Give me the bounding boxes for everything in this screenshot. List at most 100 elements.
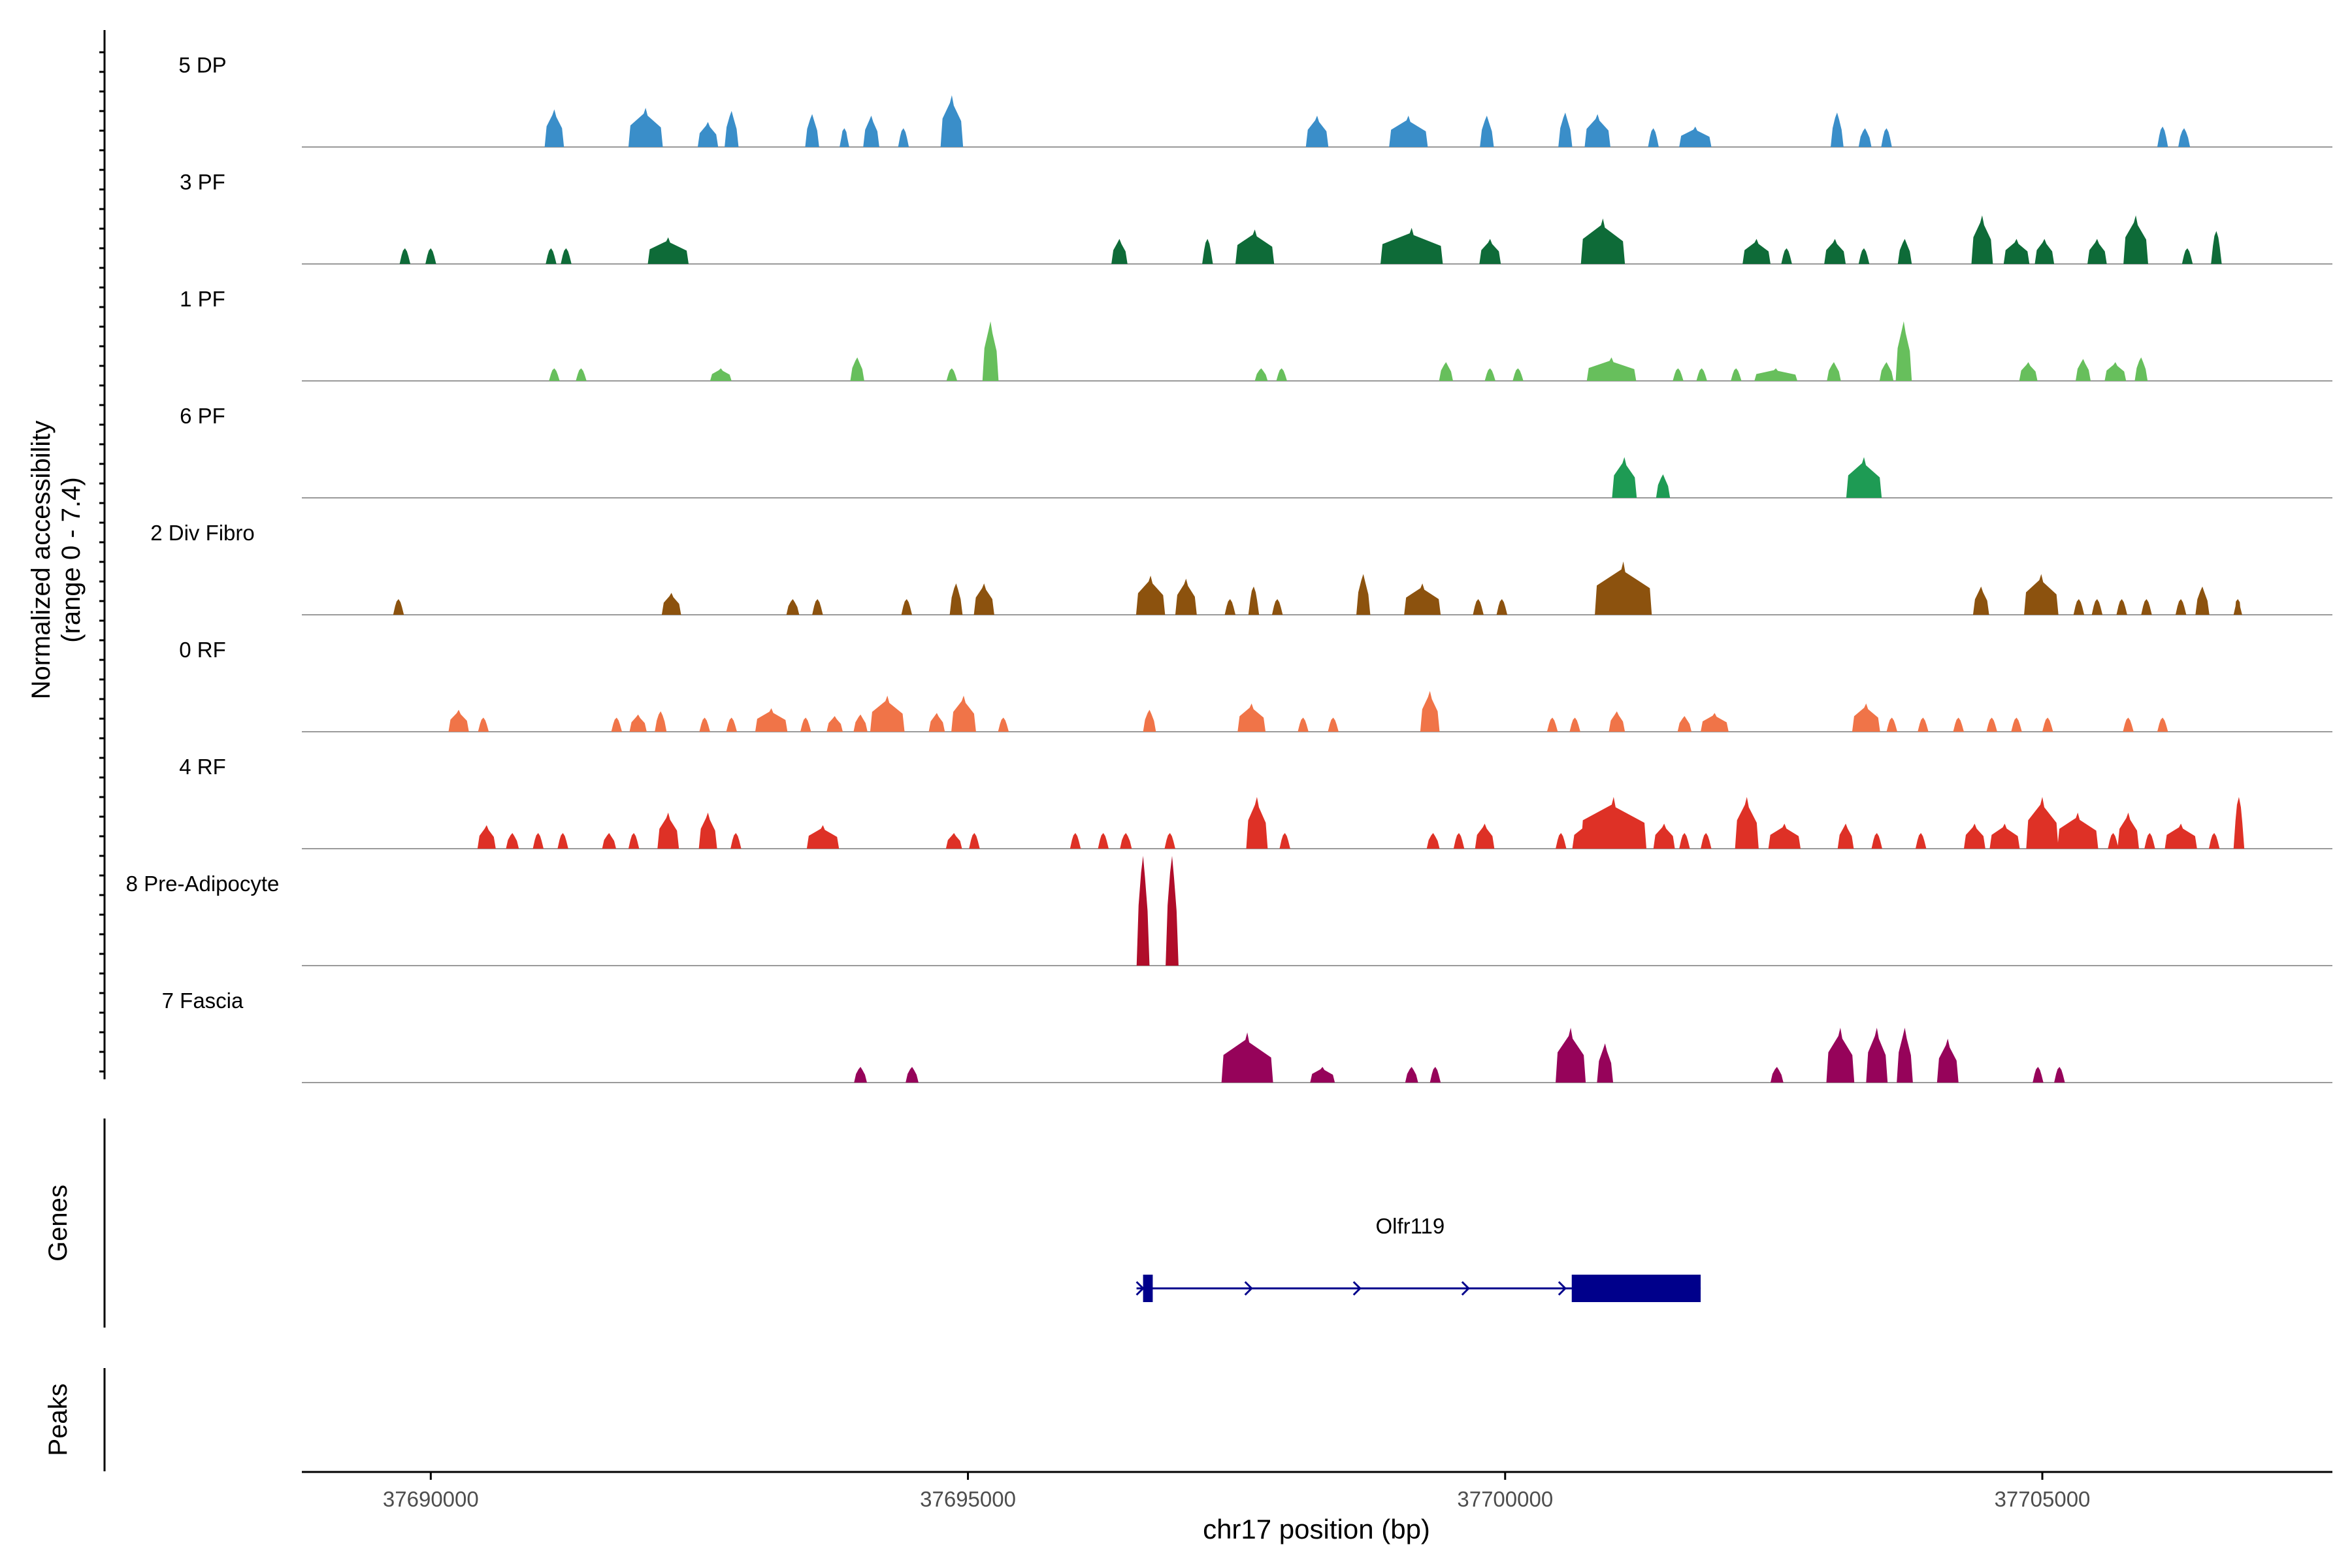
- coverage-peak: [2073, 599, 2085, 615]
- track-label: 0 RF: [179, 638, 226, 662]
- coverage-peak: [576, 368, 587, 381]
- track-2: 1 PF: [180, 287, 2332, 382]
- coverage-peak: [549, 368, 560, 381]
- coverage-peak: [1556, 1028, 1586, 1083]
- coverage-peak: [1254, 368, 1268, 381]
- coverage-peak: [393, 599, 404, 615]
- track-label: 3 PF: [180, 170, 225, 194]
- coverage-peak: [940, 95, 964, 147]
- coverage-peak: [800, 717, 811, 732]
- coverage-peak: [969, 833, 980, 849]
- coverage-peak: [973, 583, 994, 615]
- coverage-peak: [1879, 362, 1894, 381]
- coverage-peak: [1221, 1032, 1273, 1083]
- coverage-peak: [629, 714, 647, 732]
- coverage-peak: [2157, 717, 2168, 732]
- coverage-peak: [1580, 796, 1647, 849]
- coverage-peak: [710, 368, 732, 381]
- x-tick-label: 37695000: [920, 1487, 1016, 1511]
- coverage-peak: [730, 833, 742, 849]
- coverage-peak: [2164, 823, 2197, 849]
- coverage-peak: [951, 695, 976, 732]
- coverage-peak: [1735, 796, 1759, 849]
- coverage-peak: [1897, 1028, 1913, 1083]
- coverage-peak: [1479, 238, 1501, 264]
- track-0: 5 DP: [178, 53, 2332, 148]
- coverage-peak: [2117, 812, 2139, 849]
- coverage-peak: [2181, 248, 2193, 264]
- coverage-peak: [448, 710, 469, 732]
- x-tick-label: 37705000: [1995, 1487, 2091, 1511]
- strand-arrow: [1558, 1281, 1567, 1296]
- coverage-peak: [806, 825, 840, 849]
- coverage-peak: [544, 109, 564, 147]
- coverage-peak: [1569, 717, 1580, 732]
- coverage-peak: [1473, 599, 1484, 615]
- coverage-peak: [1846, 457, 1882, 498]
- coverage-peak: [725, 110, 739, 147]
- coverage-peak: [1837, 823, 1854, 849]
- coverage-peak: [1673, 368, 1684, 381]
- coverage-peak: [697, 122, 719, 147]
- coverage-peak: [1871, 833, 1882, 849]
- coverage-peak: [1826, 1028, 1855, 1083]
- gene-Olfr119: Olfr119: [1135, 1214, 1701, 1302]
- coverage-peak: [1915, 833, 1927, 849]
- coverage-peak: [1731, 368, 1742, 381]
- y-axis-label-line2: (range 0 - 7.4): [57, 477, 86, 642]
- coverage-peak: [2024, 574, 2059, 615]
- coverage-peak: [2178, 128, 2191, 147]
- coverage-peak: [2211, 231, 2222, 264]
- track-1: 3 PF: [180, 170, 2332, 265]
- coverage-peak: [557, 833, 568, 849]
- track-label: 5 DP: [178, 53, 226, 77]
- x-tick-label: 37690000: [383, 1487, 479, 1511]
- coverage-peak: [1653, 823, 1675, 849]
- coverage-peak: [655, 711, 667, 732]
- coverage-peak: [2233, 796, 2245, 849]
- coverage-peak: [786, 599, 800, 615]
- genes-panel-label: Genes: [44, 1184, 73, 1262]
- coverage-peak: [1768, 823, 1801, 849]
- coverage-peak: [1166, 856, 1179, 966]
- coverage-peak: [1405, 1067, 1418, 1083]
- coverage-peak: [2054, 1067, 2065, 1083]
- coverage-peak: [1475, 823, 1495, 849]
- coverage-peak: [699, 717, 710, 732]
- coverage-peak: [2195, 586, 2210, 615]
- coverage-peak: [1439, 362, 1454, 381]
- coverage-peak: [1586, 357, 1637, 381]
- coverage-peak: [998, 717, 1009, 732]
- y-axis-label-line1: Normalized accessibility: [27, 421, 56, 700]
- coverage-peak: [1453, 833, 1465, 849]
- track-4: 2 Div Fibro: [150, 521, 2332, 615]
- coverage-peak: [755, 708, 788, 732]
- coverage-peak: [1648, 128, 1659, 147]
- coverage-peak: [1963, 823, 1985, 849]
- coverage-peak: [1429, 1067, 1441, 1083]
- track-label: 8 Pre-Adipocyte: [126, 872, 280, 896]
- coverage-y-ticks: [99, 51, 105, 1073]
- coverage-peak: [2003, 238, 2030, 264]
- coverage-peak: [2116, 599, 2127, 615]
- coverage-peak: [1556, 833, 1567, 849]
- coverage-peak: [2123, 215, 2148, 264]
- coverage-peak: [2033, 1067, 2044, 1083]
- coverage-peak: [1558, 112, 1573, 147]
- coverage-peak: [657, 812, 679, 849]
- strand-arrow: [1352, 1281, 1362, 1296]
- coverage-peak: [853, 714, 868, 732]
- coverage-peak: [1597, 1043, 1614, 1083]
- coverage-peak: [1420, 691, 1440, 732]
- coverage-peak: [1584, 114, 1610, 147]
- x-axis-ticks: 37690000 37695000 37700000 37705000: [383, 1472, 2090, 1511]
- coverage-peak: [1858, 128, 1872, 147]
- coverage-peak: [805, 114, 819, 147]
- coverage-peak: [1143, 710, 1156, 732]
- coverage-peak: [2123, 717, 2134, 732]
- coverage-peak: [628, 108, 663, 147]
- coverage-peak: [1298, 717, 1309, 732]
- coverage-peak: [1235, 229, 1275, 264]
- coverage-peak: [1827, 362, 1841, 381]
- gene-exon-small: [1143, 1275, 1153, 1302]
